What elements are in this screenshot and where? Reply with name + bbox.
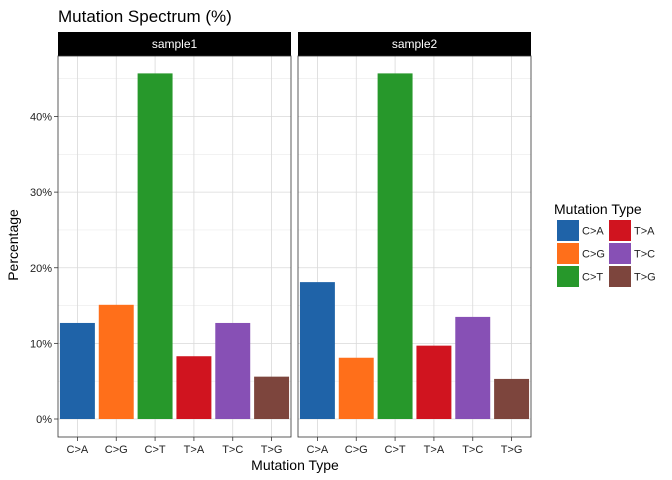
x-tick-label: T>G <box>501 444 523 456</box>
chart-title: Mutation Spectrum (%) <box>58 7 232 26</box>
y-tick-label: 10% <box>30 338 52 350</box>
bar-sample2-c-gt-g <box>338 357 374 419</box>
panel-border <box>297 55 532 438</box>
panel-background <box>58 56 291 437</box>
x-tick-label: T>G <box>261 444 283 456</box>
legend-key-t-gt-c <box>609 243 631 264</box>
legend-label: T>A <box>634 226 655 238</box>
x-tick-label: T>C <box>222 444 243 456</box>
x-tick-label: C>G <box>345 444 368 456</box>
legend-key-c-gt-a <box>557 220 579 241</box>
legend-label: T>G <box>634 272 656 284</box>
facet-strip <box>58 32 291 56</box>
legend-key-c-gt-t <box>557 266 579 287</box>
x-tick-label: C>A <box>307 444 329 456</box>
x-tick-label: C>T <box>145 444 166 456</box>
panel-background <box>298 56 531 437</box>
x-tick-label: T>A <box>184 444 205 456</box>
legend-key-t-gt-g <box>609 266 631 287</box>
legend-label: T>C <box>634 249 655 261</box>
legend-label: C>G <box>582 249 605 261</box>
bar-sample1-t-gt-c <box>215 322 251 419</box>
facet-strip <box>298 32 531 56</box>
y-tick-label: 40% <box>30 112 52 124</box>
facet-panel-sample1: sample1 C>A C>G C>T T>A T>C T>G <box>57 32 292 456</box>
panel-border <box>57 55 292 438</box>
y-tick-label: 0% <box>36 414 52 426</box>
legend-label: C>A <box>582 226 604 238</box>
legend: Mutation Type C>A C>G C>T T>A T>C T>G <box>554 201 656 287</box>
facet-strip-label: sample2 <box>392 37 438 51</box>
x-tick-label: C>A <box>67 444 89 456</box>
bar-sample2-c-gt-t <box>377 73 413 420</box>
bar-sample1-c-gt-a <box>59 322 95 419</box>
bar-sample2-c-gt-a <box>299 282 335 419</box>
x-axis-label: Mutation Type <box>251 457 339 473</box>
legend-key-t-gt-a <box>609 220 631 241</box>
facet-strip-label: sample1 <box>152 37 198 51</box>
bar-sample1-t-gt-a <box>176 356 212 419</box>
facet-panels: sample1 C>A C>G C>T T>A T>C T>G sample2 C>A C>G C>… <box>57 32 532 456</box>
y-axis: 0% 10% 20% 30% 40% <box>30 112 58 426</box>
bar-sample2-t-gt-a <box>416 345 452 419</box>
facet-panel-sample2: sample2 C>A C>G C>T T>A T>C T>G <box>297 32 532 456</box>
legend-title: Mutation Type <box>554 201 642 217</box>
x-tick-label: T>C <box>462 444 483 456</box>
legend-key-c-gt-g <box>557 243 579 264</box>
bar-sample1-c-gt-g <box>98 304 134 419</box>
x-tick-label: T>A <box>424 444 445 456</box>
x-tick-label: C>G <box>105 444 128 456</box>
x-tick-label: C>T <box>385 444 406 456</box>
legend-label: C>T <box>582 272 603 284</box>
y-axis-label: Percentage <box>5 209 21 281</box>
y-tick-label: 30% <box>30 187 52 199</box>
bar-sample2-t-gt-c <box>455 316 491 419</box>
bar-sample2-t-gt-g <box>494 378 530 419</box>
bar-sample1-t-gt-g <box>254 376 290 419</box>
y-tick-label: 20% <box>30 263 52 275</box>
bar-sample1-c-gt-t <box>137 73 173 420</box>
